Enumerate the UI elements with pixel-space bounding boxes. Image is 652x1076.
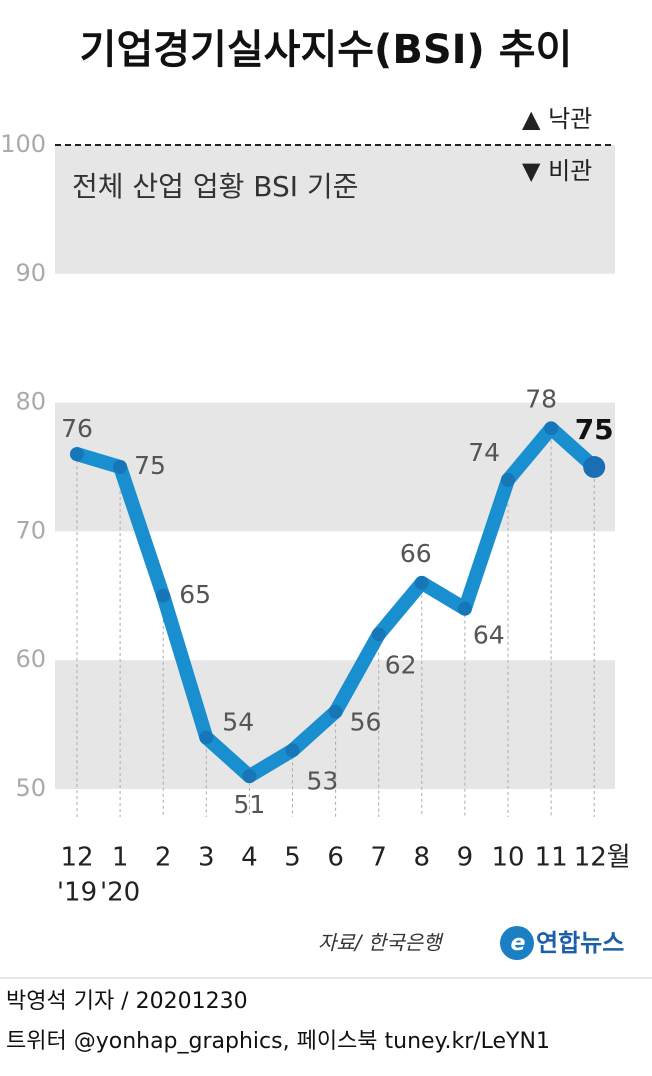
point <box>583 456 606 478</box>
data-label: 78 <box>525 384 557 413</box>
data-label: 56 <box>350 708 382 737</box>
y-tick-label: 80 <box>15 388 46 416</box>
x-tick-label: 7 <box>370 843 387 873</box>
point <box>328 704 343 719</box>
point <box>113 460 128 474</box>
point <box>414 575 429 590</box>
x-tick-label: 4 <box>241 843 258 873</box>
point <box>544 421 559 436</box>
logo-icon <box>500 926 534 960</box>
x-tick-label: 1 <box>112 843 129 873</box>
x-tick-label: 5 <box>284 843 301 873</box>
x-tick-label: 3 <box>198 843 215 873</box>
x-tick-label: 12월 <box>574 843 631 873</box>
point <box>70 447 84 462</box>
logo-icon-glyph: e <box>511 931 526 956</box>
data-label: 66 <box>400 539 432 568</box>
data-label: 65 <box>179 580 211 609</box>
x-tick-sublabel: '19 <box>57 878 97 908</box>
x-tick-label: 11 <box>535 843 568 873</box>
band <box>55 660 615 789</box>
x-tick-label: 10 <box>491 843 524 873</box>
data-label: 75 <box>575 413 614 446</box>
subtitle: 전체 산업 업황 BSI 기준 <box>72 170 358 203</box>
data-label: 64 <box>473 621 505 650</box>
point <box>242 769 257 784</box>
point <box>371 627 386 642</box>
data-label: 53 <box>307 766 339 795</box>
data-label: 62 <box>385 650 417 679</box>
y-tick-label: 60 <box>15 645 46 673</box>
source: 자료/ 한국은행 <box>318 931 444 955</box>
data-label: 76 <box>61 414 93 443</box>
legend-item: ▼ 비관 <box>522 157 592 185</box>
chart-title: 기업경기실사지수(BSI) 추이 <box>80 27 573 73</box>
data-label: 75 <box>134 451 166 480</box>
x-tick-sublabel: '20 <box>100 878 140 908</box>
x-tick-label: 6 <box>327 843 344 873</box>
data-label: 54 <box>222 707 254 736</box>
x-tick-label: 12 <box>60 843 93 873</box>
x-tick-label: 9 <box>457 843 474 873</box>
y-tick-label: 100 <box>0 130 46 158</box>
y-tick-label: 70 <box>15 516 46 544</box>
data-label: 51 <box>233 790 265 819</box>
x-tick-label: 8 <box>414 843 431 873</box>
point <box>156 588 171 603</box>
legend-item: ▲ 낙관 <box>522 105 592 133</box>
x-tick-label: 2 <box>155 843 172 873</box>
point <box>199 730 214 745</box>
data-label: 74 <box>468 438 500 467</box>
point <box>285 743 300 758</box>
point <box>457 601 472 616</box>
logo: 연합뉴스 <box>536 929 624 957</box>
y-tick-label: 50 <box>15 774 46 802</box>
band <box>55 145 615 274</box>
point <box>501 472 515 487</box>
social: 트위터 @yonhap_graphics, 페이스북 tuney.kr/LeYN… <box>6 1029 550 1054</box>
y-tick-label: 90 <box>15 259 46 287</box>
byline: 박영석 기자 / 20201230 <box>6 989 248 1014</box>
